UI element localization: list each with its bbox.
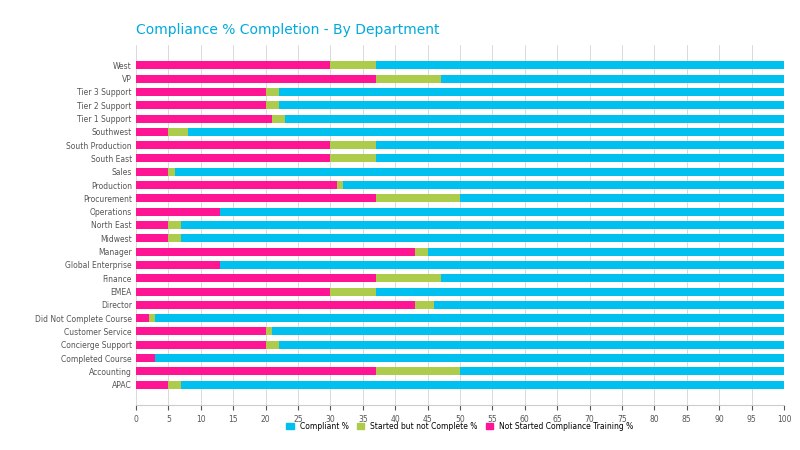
Bar: [136, 341, 266, 349]
Bar: [460, 194, 784, 202]
Bar: [330, 288, 376, 296]
Bar: [136, 115, 272, 122]
Legend: Compliant %, Started but not Complete %, Not Started Compliance Training %: Compliant %, Started but not Complete %,…: [283, 418, 637, 434]
Bar: [182, 221, 784, 229]
Bar: [272, 328, 784, 335]
Bar: [136, 381, 169, 389]
Bar: [220, 208, 784, 216]
Bar: [155, 314, 784, 322]
Bar: [136, 128, 169, 136]
Bar: [266, 341, 278, 349]
Bar: [136, 328, 266, 335]
Bar: [376, 274, 441, 282]
Bar: [169, 128, 188, 136]
Bar: [272, 115, 285, 122]
Bar: [136, 208, 220, 216]
Bar: [136, 221, 169, 229]
Bar: [169, 381, 182, 389]
Bar: [136, 248, 414, 256]
Bar: [376, 154, 784, 162]
Bar: [376, 288, 784, 296]
Bar: [136, 154, 330, 162]
Bar: [376, 141, 784, 149]
Bar: [169, 168, 175, 176]
Bar: [136, 314, 149, 322]
Bar: [136, 234, 169, 242]
Bar: [330, 141, 376, 149]
Bar: [441, 75, 784, 83]
Bar: [414, 248, 428, 256]
Bar: [136, 301, 414, 309]
Bar: [136, 168, 169, 176]
Bar: [136, 194, 376, 202]
Bar: [376, 75, 441, 83]
Bar: [434, 301, 784, 309]
Bar: [278, 101, 784, 109]
Bar: [266, 101, 278, 109]
Bar: [136, 354, 155, 362]
Bar: [175, 168, 784, 176]
Bar: [182, 381, 784, 389]
Bar: [220, 261, 784, 269]
Bar: [266, 328, 272, 335]
Bar: [136, 88, 266, 96]
Bar: [182, 234, 784, 242]
Bar: [376, 367, 460, 375]
Bar: [136, 181, 337, 189]
Bar: [136, 101, 266, 109]
Bar: [278, 88, 784, 96]
Bar: [441, 274, 784, 282]
Bar: [428, 248, 784, 256]
Bar: [343, 181, 784, 189]
Bar: [155, 354, 784, 362]
Bar: [460, 367, 784, 375]
Bar: [285, 115, 784, 122]
Bar: [136, 75, 376, 83]
Bar: [136, 141, 330, 149]
Bar: [136, 288, 330, 296]
Bar: [330, 61, 376, 69]
Bar: [330, 154, 376, 162]
Bar: [149, 314, 155, 322]
Bar: [266, 88, 278, 96]
Text: Compliance % Completion - By Department: Compliance % Completion - By Department: [136, 23, 439, 37]
Bar: [414, 301, 434, 309]
Bar: [136, 61, 330, 69]
Bar: [278, 341, 784, 349]
Bar: [169, 221, 182, 229]
Bar: [136, 274, 376, 282]
Bar: [136, 367, 376, 375]
Bar: [376, 194, 460, 202]
Bar: [136, 261, 220, 269]
Bar: [337, 181, 343, 189]
Bar: [188, 128, 784, 136]
Bar: [376, 61, 784, 69]
Bar: [169, 234, 182, 242]
